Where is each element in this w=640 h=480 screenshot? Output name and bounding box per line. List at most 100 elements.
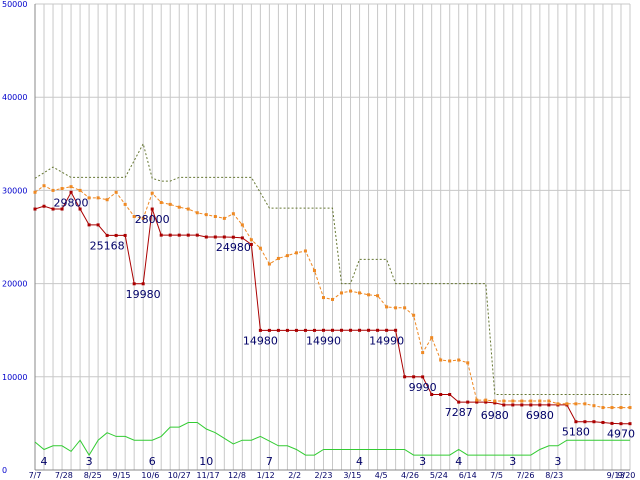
- data-point-min_price: [132, 282, 136, 286]
- data-point-avg_price: [231, 212, 235, 216]
- data-point-min_price: [159, 233, 163, 237]
- data-point-avg_price: [340, 291, 344, 295]
- data-point-min_price: [385, 328, 389, 332]
- data-point-avg_price: [475, 398, 479, 402]
- x-tick-label: 7/5: [490, 471, 503, 480]
- data-point-avg_price: [33, 190, 37, 194]
- price-data-label: 25168: [90, 239, 125, 252]
- data-point-avg_price: [87, 196, 91, 200]
- data-point-avg_price: [186, 207, 190, 211]
- data-point-avg_price: [403, 306, 407, 310]
- data-point-avg_price: [168, 202, 172, 206]
- data-point-min_price: [394, 328, 398, 332]
- data-point-min_price: [213, 235, 217, 239]
- data-point-min_price: [33, 207, 37, 211]
- data-point-avg_price: [628, 406, 632, 410]
- data-point-avg_price: [321, 296, 325, 300]
- x-tick-label: 7/7: [29, 471, 42, 480]
- data-point-min_price: [430, 393, 434, 397]
- x-tick-label: 8/25: [84, 471, 102, 480]
- data-point-min_price: [457, 400, 461, 404]
- series-line-max_price: [34, 142, 630, 395]
- data-point-avg_price: [204, 213, 208, 217]
- x-tick-label: 6/14: [459, 471, 477, 480]
- data-point-avg_price: [249, 238, 253, 242]
- data-point-avg_price: [331, 297, 334, 301]
- data-point-min_price: [448, 393, 452, 397]
- shop-count-label: 3: [419, 455, 426, 468]
- price-data-label: 14990: [306, 334, 341, 347]
- data-point-avg_price: [258, 246, 262, 250]
- data-point-avg_price: [114, 190, 118, 194]
- price-data-label: 14990: [369, 334, 404, 347]
- data-point-min_price: [285, 328, 289, 332]
- y-tick-label: 0: [2, 466, 7, 475]
- x-tick-label: 3/15: [343, 471, 361, 480]
- data-point-min_price: [321, 328, 325, 332]
- data-point-avg_price: [556, 402, 560, 406]
- x-tick-label: 10/27: [168, 471, 191, 480]
- data-point-min_price: [592, 420, 596, 424]
- x-tick-label: 11/17: [197, 471, 220, 480]
- data-point-avg_price: [619, 406, 623, 410]
- data-point-avg_price: [60, 187, 64, 191]
- price-data-label: 6980: [481, 409, 509, 422]
- data-point-min_price: [439, 393, 443, 397]
- data-point-avg_price: [547, 399, 551, 403]
- data-point-min_price: [502, 403, 506, 407]
- price-data-label: 9990: [409, 381, 437, 394]
- data-point-min_price: [105, 233, 109, 237]
- data-point-min_price: [51, 207, 55, 211]
- data-point-min_price: [231, 235, 235, 239]
- data-point-avg_price: [538, 399, 542, 403]
- data-point-min_price: [150, 207, 154, 211]
- data-point-avg_price: [69, 185, 73, 189]
- data-point-min_price: [466, 400, 470, 404]
- data-point-avg_price: [123, 202, 127, 206]
- data-point-avg_price: [502, 399, 506, 403]
- data-point-min_price: [529, 403, 533, 407]
- data-point-avg_price: [96, 196, 100, 200]
- data-point-avg_price: [358, 291, 362, 295]
- data-point-min_price: [619, 422, 623, 426]
- shop-count-label: 7: [266, 455, 273, 468]
- data-point-avg_price: [141, 216, 145, 220]
- data-point-min_price: [340, 328, 344, 332]
- data-point-avg_price: [520, 399, 524, 403]
- data-point-min_price: [204, 235, 208, 239]
- data-point-avg_price: [610, 406, 614, 410]
- data-point-min_price: [222, 235, 226, 239]
- data-point-avg_price: [177, 205, 181, 209]
- data-point-avg_price: [285, 254, 289, 258]
- data-point-min_price: [78, 207, 82, 211]
- data-point-min_price: [412, 375, 416, 379]
- data-point-min_price: [114, 233, 118, 237]
- data-point-min_price: [511, 403, 515, 407]
- shop-count-label: 10: [199, 455, 213, 468]
- data-point-avg_price: [150, 191, 154, 195]
- data-point-avg_price: [349, 289, 353, 293]
- shop-count-label: 3: [509, 455, 516, 468]
- data-point-avg_price: [312, 269, 316, 273]
- data-point-min_price: [547, 403, 551, 407]
- data-point-min_price: [376, 328, 380, 332]
- x-tick-label: 10/6: [141, 471, 159, 480]
- series-layer: [33, 142, 632, 457]
- data-point-avg_price: [421, 351, 425, 355]
- data-point-min_price: [294, 328, 298, 332]
- data-point-avg_price: [466, 361, 470, 365]
- data-point-avg_price: [195, 211, 199, 215]
- x-tick-label: 9/15: [113, 471, 131, 480]
- data-point-avg_price: [439, 358, 443, 362]
- price-data-label: 24980: [216, 241, 251, 254]
- data-point-min_price: [520, 403, 524, 407]
- data-point-min_price: [610, 421, 614, 425]
- data-point-avg_price: [385, 305, 389, 309]
- data-point-avg_price: [430, 336, 434, 340]
- data-point-avg_price: [303, 249, 307, 253]
- series-line-shop_count: [34, 422, 630, 457]
- shop-count-label: 4: [455, 455, 462, 468]
- shop-count-label: 4: [356, 455, 363, 468]
- data-point-min_price: [186, 233, 190, 237]
